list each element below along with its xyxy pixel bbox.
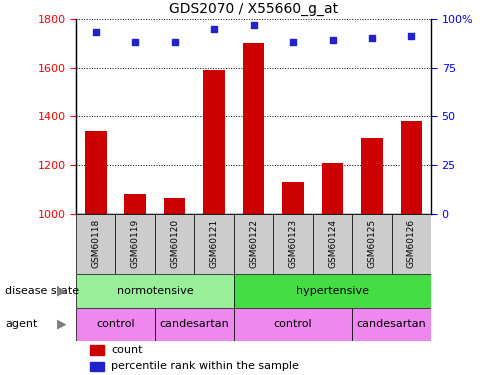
Text: count: count	[111, 345, 143, 355]
Bar	[401, 121, 422, 214]
Bar	[321, 163, 343, 214]
Bar	[392, 214, 431, 274]
Bar	[76, 214, 116, 274]
Text: GSM60118: GSM60118	[91, 219, 100, 268]
Bar	[155, 308, 234, 341]
Text: control: control	[274, 320, 312, 329]
Bar	[282, 182, 304, 214]
Point	[289, 39, 297, 45]
Point	[408, 33, 416, 39]
Text: control: control	[96, 320, 135, 329]
Bar	[90, 362, 104, 371]
Bar	[116, 214, 155, 274]
Point	[368, 35, 376, 41]
Text: GSM60120: GSM60120	[170, 219, 179, 268]
Title: GDS2070 / X55660_g_at: GDS2070 / X55660_g_at	[169, 2, 338, 16]
Text: GSM60123: GSM60123	[289, 219, 297, 268]
Point	[329, 37, 337, 43]
Bar	[155, 214, 195, 274]
Bar	[352, 214, 392, 274]
Text: candesartan: candesartan	[159, 320, 229, 329]
Point	[92, 29, 99, 35]
Text: GSM60126: GSM60126	[407, 219, 416, 268]
Bar	[76, 274, 234, 308]
Bar	[195, 214, 234, 274]
Text: GSM60125: GSM60125	[368, 219, 376, 268]
Bar	[76, 308, 155, 341]
Text: candesartan: candesartan	[357, 320, 427, 329]
Bar	[273, 214, 313, 274]
Bar	[203, 70, 225, 214]
Text: disease state: disease state	[5, 286, 79, 296]
Bar	[361, 138, 383, 214]
Text: hypertensive: hypertensive	[296, 286, 369, 296]
Text: ▶: ▶	[56, 318, 66, 331]
Text: GSM60122: GSM60122	[249, 219, 258, 268]
Text: ▶: ▶	[56, 284, 66, 297]
Bar	[234, 214, 273, 274]
Bar	[234, 308, 352, 341]
Text: percentile rank within the sample: percentile rank within the sample	[111, 361, 299, 371]
Bar	[90, 345, 104, 355]
Text: GSM60124: GSM60124	[328, 219, 337, 268]
Bar	[243, 43, 265, 214]
Text: normotensive: normotensive	[117, 286, 193, 296]
Bar	[234, 274, 431, 308]
Point	[131, 39, 139, 45]
Point	[250, 22, 258, 28]
Bar	[85, 131, 106, 214]
Text: GSM60121: GSM60121	[210, 219, 219, 268]
Text: GSM60119: GSM60119	[131, 219, 140, 268]
Bar	[313, 214, 352, 274]
Bar	[352, 308, 431, 341]
Point	[171, 39, 178, 45]
Text: agent: agent	[5, 320, 37, 329]
Bar	[124, 194, 146, 214]
Point	[210, 26, 218, 32]
Bar	[164, 198, 186, 214]
